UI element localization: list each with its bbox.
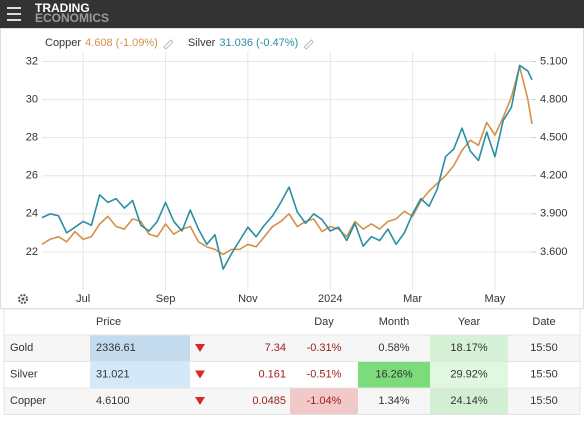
settings-icon[interactable] [18,294,28,304]
cell-value: -1.04% [307,395,342,407]
x-tick-label: May [485,293,506,305]
y2-tick-label: 5.100 [540,55,568,67]
cell-highlight [90,335,190,361]
series-line [41,65,533,256]
cell-highlight [290,388,358,414]
legend: Copper 4.608 (-1.09%) Silver 31.036 (-0.47%… [45,37,314,50]
y-tick-label: 32 [26,55,38,67]
cell-highlight [90,362,190,388]
cell-value: 0.161 [258,369,286,381]
cell-value: 31.021 [96,369,130,381]
legend-name[interactable]: Silver [188,37,216,49]
x-tick-label: 2024 [318,293,342,305]
cell-highlight [430,335,508,361]
legend-edit-icon[interactable] [163,39,174,50]
table-header: Day [314,316,334,328]
plot: 22 24 26 28 30 32 3.600 3.900 4.200 4.500 4.800 5.1… [26,52,568,305]
x-tick-label: Nov [238,293,258,305]
cell-value: 0.0485 [252,395,286,407]
y2-tick-label: 4.200 [540,170,568,182]
table-header-bg [3,308,581,336]
y2-tick-label: 4.800 [540,94,568,106]
legend-quote: 4.608 (-1.09%) [85,37,158,49]
row-name: Silver [10,369,38,381]
cell-value: 15:50 [530,395,558,407]
menu-icon[interactable] [7,7,21,21]
cell-highlight [430,388,508,414]
cell-value: 7.34 [265,342,286,354]
y2-tick-label: 3.900 [540,208,568,220]
row-name: Gold [10,342,33,354]
table-header: Year [458,316,481,328]
y-tick-label: 30 [26,94,38,106]
y2-tick-label: 3.600 [540,246,568,258]
cell-value: 16.26% [375,369,413,381]
legend-edit-icon[interactable] [303,39,314,50]
chart-frame [0,28,584,309]
x-tick-label: Sep [156,293,176,305]
brand-line1: TRADING [35,1,90,15]
cell-value: 15:50 [530,369,558,381]
brand-line2: ECONOMICS [35,11,109,25]
table: Price Day Month Year Date Gold 2336.61 7.34 -0.3… [3,308,581,415]
series-line [41,64,533,270]
cell-value: 29.92% [450,369,488,381]
cell-value: -0.51% [307,369,342,381]
cell-value: 18.17% [450,342,488,354]
cell-value: 0.58% [378,342,409,354]
cell-highlight [430,362,508,388]
down-arrow [195,397,205,405]
top-bar [0,0,584,28]
cell-highlight [358,362,430,388]
cell-value: 2336.61 [96,342,136,354]
row-name: Copper [10,395,46,407]
y-tick-label: 22 [26,246,38,258]
y-tick-label: 24 [26,208,38,220]
table-header: Date [532,316,555,328]
cell-value: -0.31% [307,342,342,354]
cell-value: 4.6100 [96,395,130,407]
y2-tick-label: 4.500 [540,132,568,144]
legend-quote: 31.036 (-0.47%) [219,37,298,49]
down-arrow [195,370,205,379]
x-tick-label: Mar [403,293,422,305]
cell-value: 1.34% [378,395,409,407]
cell-value: 24.14% [450,395,488,407]
table-header: Month [379,316,410,328]
down-arrow [195,344,205,352]
legend-name[interactable]: Copper [45,37,81,49]
x-tick-label: Jul [76,293,90,305]
y-tick-label: 28 [26,132,38,144]
y-tick-label: 26 [26,170,38,182]
table-header: Price [96,316,121,328]
cell-value: 15:50 [530,342,558,354]
